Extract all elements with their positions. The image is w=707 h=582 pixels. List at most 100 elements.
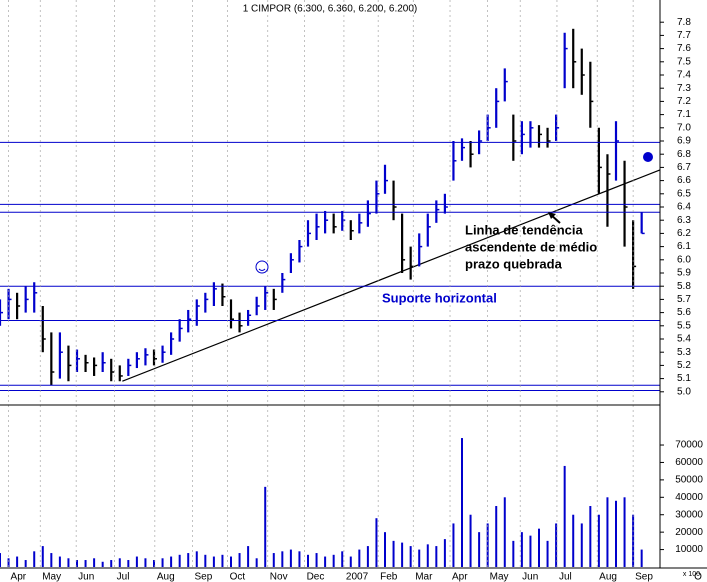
volume-bar	[435, 546, 438, 567]
volume-bar	[281, 551, 284, 567]
volume-bar	[392, 540, 395, 567]
plot	[0, 28, 660, 567]
unit-note: x 100	[683, 571, 700, 578]
annotation: Linha de tendência	[465, 222, 584, 237]
volume-bar	[187, 553, 190, 567]
volume-bar	[230, 556, 232, 567]
volume-bar	[135, 556, 138, 567]
x-tick-label: May	[42, 572, 61, 582]
volume-bar	[375, 518, 378, 567]
y-tick-label: 7.6	[677, 43, 691, 54]
y-tick-label: 5.3	[677, 347, 691, 358]
volume-bar	[597, 514, 600, 567]
volume-bar	[443, 539, 446, 567]
x-tick-label: Feb	[380, 572, 398, 582]
volume-bar	[324, 556, 327, 567]
volume-bar	[589, 506, 592, 567]
volume-bar	[409, 546, 412, 567]
y-tick-label: 6.2	[677, 228, 691, 239]
volume-bar	[50, 553, 53, 567]
volume-bar	[84, 560, 87, 567]
y-tick-label: 5.1	[677, 373, 691, 384]
volume-bar	[640, 549, 643, 567]
volume-bar	[503, 497, 506, 567]
y-tick-label: 40000	[675, 492, 703, 503]
volume-bar	[127, 560, 130, 567]
volume-bar	[272, 553, 275, 567]
volume-bar	[118, 558, 121, 567]
y-tick-label: 5.0	[677, 386, 691, 397]
y-tick-label: 6.4	[677, 202, 691, 213]
y-tick-label: 5.9	[677, 268, 691, 279]
volume-bar	[538, 528, 540, 567]
volume-bar	[289, 549, 292, 567]
volume-bar	[24, 560, 27, 567]
x-tick-label: Apr	[452, 572, 468, 582]
volume-bar	[572, 514, 575, 567]
annotation: Suporte horizontal	[382, 290, 497, 305]
volume-bar	[212, 556, 215, 567]
y-tick-label: 5.8	[677, 281, 691, 292]
volume-bar	[469, 514, 472, 567]
volume-bar	[255, 558, 258, 567]
y-tick-label: 50000	[675, 475, 703, 486]
y-tick-label: 6.9	[677, 136, 691, 147]
y-tick-label: 7.8	[677, 17, 691, 28]
y-tick-label: 6.8	[677, 149, 691, 160]
x-tick-label: Mar	[415, 572, 433, 582]
y-tick-label: 6.1	[677, 241, 691, 252]
volume-bar	[41, 546, 44, 567]
x-tick-label: O	[694, 572, 702, 582]
volume-bar	[615, 500, 617, 567]
volume-bar	[264, 486, 267, 567]
y-tick-label: 7.1	[677, 109, 691, 120]
y-tick-label: 20000	[675, 527, 703, 538]
annotation: prazo quebrada	[465, 256, 563, 271]
y-tick-label: 5.7	[677, 294, 691, 305]
volume-bar	[221, 554, 224, 567]
volume-bar	[580, 523, 583, 567]
volume-bar	[606, 497, 609, 567]
volume-bar	[307, 554, 309, 567]
volume-bar	[529, 535, 532, 567]
y-tick-label: 6.7	[677, 162, 691, 173]
volume-bar	[204, 554, 207, 567]
x-tick-label: Jul	[559, 572, 572, 582]
volume-bar	[76, 560, 78, 567]
volume-bar	[358, 549, 361, 567]
volume-bar	[623, 497, 626, 567]
trend-line	[122, 169, 660, 382]
y-tick-label: 6.3	[677, 215, 691, 226]
volume-bar	[7, 558, 10, 567]
x-tick-label: Jul	[117, 572, 130, 582]
volume-bar	[16, 556, 19, 567]
y-tick-label: 6.0	[677, 254, 691, 265]
volume-bar	[332, 554, 335, 567]
x-tick-label: Nov	[270, 572, 288, 582]
x-tick-label: Aug	[157, 572, 175, 582]
volume-bar	[478, 532, 481, 567]
y-tick-label: 5.5	[677, 320, 691, 331]
y-tick-label: 7.2	[677, 96, 691, 107]
volume-bar	[495, 506, 498, 567]
y-tick-label: 30000	[675, 509, 703, 520]
volume-bar	[110, 560, 113, 567]
volume-bar	[366, 546, 369, 567]
volume-bar	[161, 558, 164, 567]
volume-bar	[555, 523, 558, 567]
volume-bar	[418, 549, 421, 567]
x-tick-label: 2007	[346, 572, 369, 582]
volume-bar	[298, 551, 301, 567]
volume-bar	[153, 560, 155, 567]
x-tick-label: Dec	[307, 572, 325, 582]
volume-bar	[426, 544, 429, 567]
x-tick-label: Sep	[635, 572, 653, 582]
volume-bar	[93, 558, 96, 567]
volume-bar	[238, 553, 241, 567]
volume-bar	[58, 556, 61, 567]
x-tick-label: Aug	[599, 572, 617, 582]
volume-bar	[461, 438, 463, 567]
x-tick-label: May	[490, 572, 509, 582]
volume-bar	[520, 532, 523, 567]
